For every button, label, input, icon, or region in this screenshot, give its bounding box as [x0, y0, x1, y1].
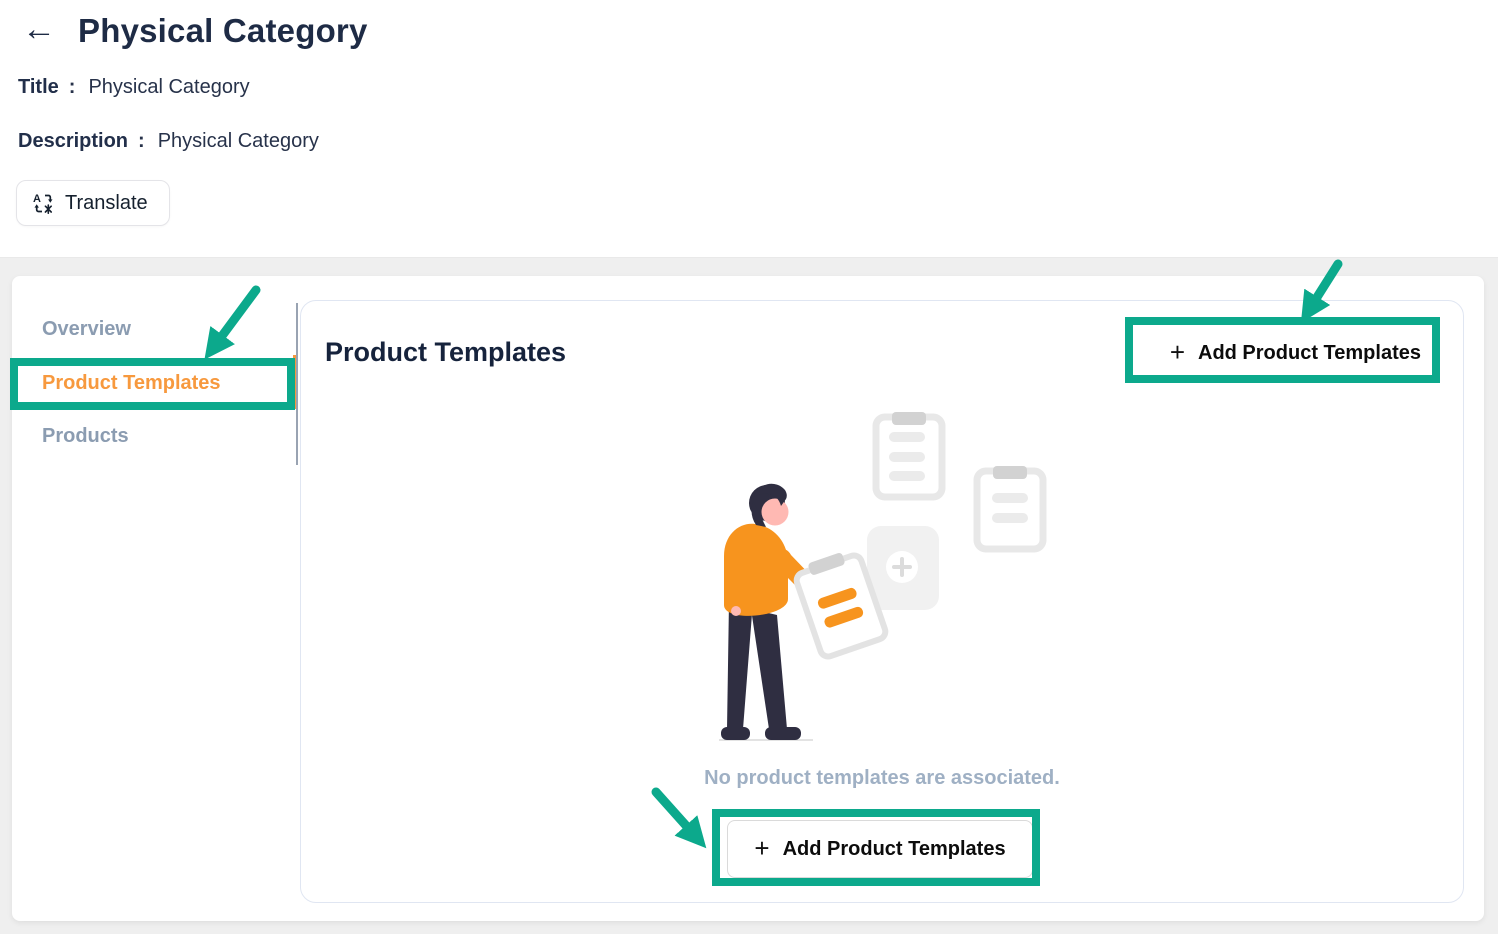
add-product-templates-button-bottom[interactable]: + Add Product Templates [727, 820, 1033, 878]
svg-text:A: A [33, 193, 41, 205]
description-colon: : [138, 130, 145, 152]
page-title: Physical Category [78, 12, 368, 49]
add-product-templates-button-top[interactable]: + Add Product Templates [1163, 331, 1427, 375]
add-product-templates-bottom-label: Add Product Templates [782, 837, 1006, 860]
back-button[interactable]: ← [18, 8, 60, 50]
title-value: Physical Category [88, 76, 250, 98]
add-product-templates-top-label: Add Product Templates [1198, 341, 1421, 364]
tab-product-templates[interactable]: Product Templates [42, 372, 221, 394]
panel-heading: Product Templates [325, 337, 567, 367]
translate-button[interactable]: A Translate [16, 180, 170, 226]
description-row: Description: Physical Category [18, 130, 319, 153]
active-tab-indicator [293, 355, 297, 409]
title-row: Title: Physical Category [18, 76, 250, 99]
back-arrow-icon: ← [22, 10, 56, 48]
translate-icon: A [33, 193, 53, 214]
description-label: Description [18, 130, 129, 152]
page-header: ← Physical Category Title: Physical Categ… [0, 0, 1498, 258]
empty-state-illustration [719, 412, 1047, 741]
product-templates-panel: Product Templates + Add Product Template… [300, 300, 1464, 903]
empty-state-message: No product templates are associated. [704, 767, 1060, 789]
description-value: Physical Category [157, 130, 319, 152]
translate-button-label: Translate [65, 191, 148, 214]
title-label: Title [18, 76, 59, 98]
plus-icon: + [1169, 337, 1185, 367]
tab-list-scrollbar[interactable] [296, 303, 298, 465]
tab-products[interactable]: Products [42, 425, 129, 447]
title-colon: : [68, 76, 76, 98]
tab-overview[interactable]: Overview [42, 318, 131, 340]
plus-icon: + [754, 833, 770, 863]
category-detail-card: Overview Product Templates Products Prod… [10, 276, 1484, 921]
